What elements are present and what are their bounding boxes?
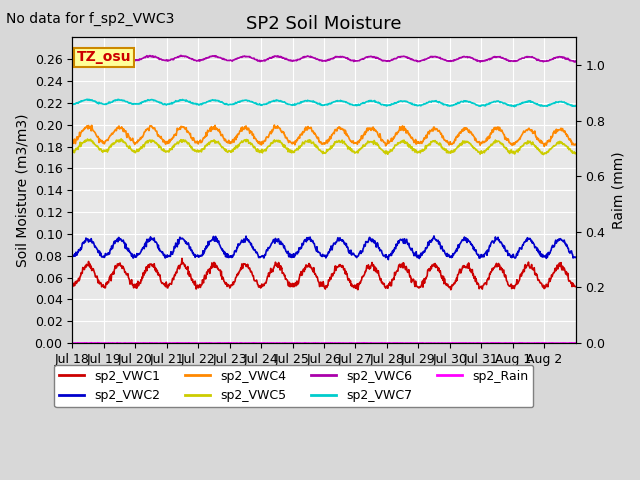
sp2_VWC6: [548, 57, 556, 62]
sp2_VWC7: [572, 103, 580, 108]
sp2_VWC5: [556, 139, 563, 144]
Line: sp2_VWC2: sp2_VWC2: [72, 236, 576, 260]
sp2_VWC4: [556, 127, 563, 132]
sp2_VWC6: [476, 59, 484, 65]
sp2_VWC5: [68, 150, 76, 156]
sp2_VWC2: [162, 253, 170, 259]
sp2_VWC4: [365, 126, 373, 132]
sp2_VWC7: [548, 101, 556, 107]
sp2_VWC1: [93, 275, 100, 280]
sp2_VWC7: [556, 99, 563, 105]
sp2_VWC6: [177, 52, 185, 58]
sp2_VWC4: [278, 130, 285, 135]
sp2_VWC7: [278, 98, 285, 104]
sp2_VWC2: [277, 241, 285, 247]
sp2_VWC7: [511, 104, 518, 109]
sp2_VWC1: [366, 264, 374, 270]
sp2_VWC6: [68, 58, 76, 63]
sp2_Rain: [93, 340, 100, 346]
sp2_Rain: [572, 340, 580, 346]
sp2_VWC1: [178, 255, 186, 261]
Line: sp2_VWC5: sp2_VWC5: [72, 139, 576, 155]
sp2_Rain: [556, 340, 563, 346]
sp2_VWC4: [162, 141, 170, 147]
sp2_VWC6: [162, 58, 170, 63]
sp2_VWC4: [93, 133, 100, 139]
Text: No data for f_sp2_VWC3: No data for f_sp2_VWC3: [6, 12, 175, 26]
sp2_VWC6: [93, 56, 100, 62]
sp2_VWC6: [365, 54, 373, 60]
X-axis label: Time: Time: [307, 372, 341, 385]
sp2_VWC4: [548, 135, 556, 141]
Line: sp2_VWC1: sp2_VWC1: [72, 258, 576, 290]
sp2_VWC2: [556, 237, 563, 243]
Legend: sp2_VWC1, sp2_VWC2, sp2_VWC4, sp2_VWC5, sp2_VWC6, sp2_VWC7, sp2_Rain: sp2_VWC1, sp2_VWC2, sp2_VWC4, sp2_VWC5, …: [54, 365, 534, 407]
sp2_Rain: [68, 340, 76, 346]
sp2_VWC1: [572, 284, 580, 289]
sp2_VWC2: [93, 245, 100, 251]
sp2_VWC6: [572, 58, 580, 64]
sp2_Rain: [278, 340, 286, 346]
sp2_VWC7: [163, 102, 170, 108]
Line: sp2_VWC6: sp2_VWC6: [72, 55, 576, 62]
sp2_VWC6: [278, 54, 285, 60]
sp2_VWC7: [114, 96, 122, 102]
sp2_VWC7: [93, 100, 100, 106]
sp2_Rain: [146, 340, 154, 346]
sp2_VWC5: [540, 152, 548, 157]
sp2_VWC6: [556, 54, 563, 60]
Text: TZ_osu: TZ_osu: [77, 50, 131, 64]
sp2_VWC5: [93, 144, 100, 149]
sp2_VWC5: [365, 139, 373, 144]
sp2_VWC1: [556, 260, 563, 266]
sp2_VWC5: [572, 150, 580, 156]
sp2_VWC1: [162, 284, 170, 289]
sp2_VWC4: [68, 142, 76, 147]
sp2_VWC1: [354, 287, 362, 293]
Line: sp2_VWC4: sp2_VWC4: [72, 125, 576, 146]
sp2_VWC1: [548, 272, 556, 278]
sp2_VWC4: [540, 144, 548, 149]
sp2_Rain: [366, 340, 374, 346]
sp2_VWC2: [385, 257, 392, 263]
sp2_Rain: [87, 340, 95, 346]
sp2_Rain: [163, 340, 171, 346]
sp2_VWC7: [365, 97, 373, 103]
sp2_VWC4: [572, 142, 580, 147]
sp2_VWC5: [163, 149, 170, 155]
sp2_VWC5: [278, 140, 285, 146]
sp2_VWC5: [117, 136, 125, 142]
Y-axis label: Soil Moisture (m3/m3): Soil Moisture (m3/m3): [15, 113, 29, 267]
sp2_VWC4: [271, 122, 278, 128]
Line: sp2_VWC7: sp2_VWC7: [72, 99, 576, 107]
sp2_VWC2: [430, 233, 438, 239]
Title: SP2 Soil Moisture: SP2 Soil Moisture: [246, 15, 402, 33]
sp2_VWC2: [68, 253, 76, 259]
sp2_VWC7: [68, 101, 76, 107]
sp2_VWC2: [572, 254, 580, 260]
sp2_Rain: [548, 340, 556, 346]
sp2_VWC5: [548, 145, 556, 151]
sp2_VWC1: [68, 283, 76, 288]
Y-axis label: Raim (mm): Raim (mm): [611, 151, 625, 229]
sp2_VWC2: [548, 245, 556, 251]
sp2_VWC1: [278, 265, 285, 271]
sp2_VWC2: [365, 236, 372, 242]
